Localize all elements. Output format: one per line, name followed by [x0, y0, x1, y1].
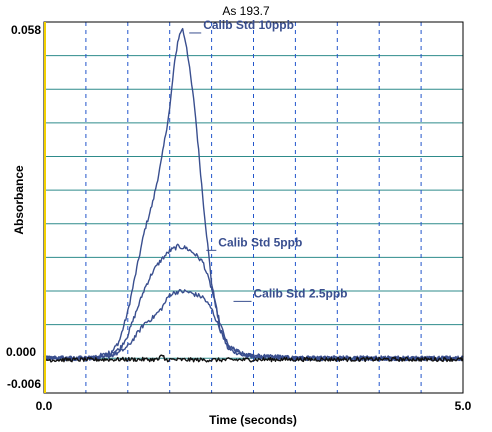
chart-title: As 193.7	[222, 4, 270, 18]
series-blank	[43, 354, 464, 363]
annotation-layer: Calib Std 10ppb Calib Std 5ppb Calib Std…	[189, 18, 348, 302]
x-axis-label: Time (seconds)	[209, 413, 297, 427]
x-tick-max: 5.0	[455, 399, 472, 413]
y-axis-label: Absorbance	[12, 165, 26, 235]
vertical-gridlines	[85, 22, 422, 393]
annotation-5ppb: Calib Std 5ppb	[218, 235, 302, 249]
y-tick-zero: 0.000	[6, 345, 36, 359]
series-layer	[43, 27, 464, 363]
annotation-10ppb: Calib Std 10ppb	[203, 18, 294, 32]
y-tick-min: -0.006	[7, 377, 41, 391]
x-tick-min: 0.0	[36, 399, 53, 413]
y-tick-max: 0.058	[11, 23, 41, 37]
annotation-2-5ppb: Calib Std 2.5ppb	[254, 286, 348, 300]
